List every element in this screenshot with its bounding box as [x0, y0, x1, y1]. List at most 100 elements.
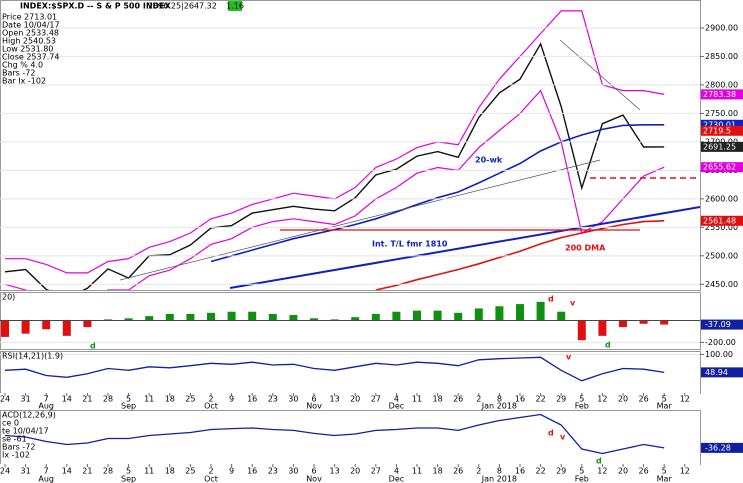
bar — [433, 310, 442, 321]
x-tick-label: 16 — [247, 467, 257, 476]
annotation: v — [560, 433, 566, 442]
x-tick-label: 11 — [144, 467, 154, 476]
price-label: 2691.25 — [703, 142, 736, 151]
x-tick-label: 30 — [288, 395, 298, 404]
x-tick-label: 20 — [618, 395, 628, 404]
bar — [371, 313, 380, 321]
x-tick-label: 27 — [371, 395, 381, 404]
y-tick-label: 2600.00 — [705, 194, 738, 203]
info-line: Open 2533.48 — [2, 29, 59, 38]
annotation: d — [548, 429, 554, 438]
bar — [577, 320, 586, 341]
month-label: Mar — [657, 475, 673, 483]
month-label: Aug — [38, 402, 54, 411]
header-badge-bg — [228, 1, 242, 11]
x-tick-label: 12 — [680, 395, 690, 404]
x-tick-label: 5 — [579, 395, 584, 404]
x-tick-label: 7 — [44, 467, 49, 476]
price-label-bg — [701, 215, 743, 226]
x-tick-label: 23 — [268, 467, 278, 476]
x-tick-label: 5 — [126, 467, 131, 476]
trend-line-thin — [119, 159, 601, 281]
date-axis-bg — [0, 464, 700, 483]
series-line — [210, 124, 665, 263]
bar — [83, 320, 92, 328]
y-tick-label: 2800.00 — [705, 80, 738, 89]
x-tick-label: 12 — [680, 467, 690, 476]
bar — [289, 315, 298, 321]
month-label: Nov — [306, 475, 322, 483]
bar — [62, 320, 71, 336]
x-tick-label: 16 — [515, 395, 525, 404]
x-tick-label: 20 — [350, 395, 360, 404]
price-label: 2730.01 — [703, 120, 736, 129]
month-label: Feb — [575, 475, 589, 483]
info-line: Low 2531.80 — [2, 45, 53, 54]
trend-line-thin — [559, 39, 641, 111]
x-tick-label: 24 — [0, 467, 10, 476]
bar — [1, 320, 9, 337]
month-label: Oct — [204, 475, 218, 483]
bar — [413, 310, 421, 321]
bar — [42, 320, 51, 330]
x-tick-label: 5 — [126, 395, 131, 404]
month-label: Mar — [657, 402, 673, 411]
price-label-bg — [701, 162, 743, 173]
annotation: d — [605, 341, 611, 350]
x-tick-label: 28 — [103, 395, 113, 404]
x-tick-label: 26 — [639, 395, 649, 404]
y-tick-label: 2750.00 — [705, 109, 738, 118]
panel — [4, 413, 665, 455]
x-tick-label: 7 — [44, 395, 49, 404]
x-tick-label: 11 — [412, 467, 422, 476]
x-tick-label: 18 — [165, 467, 175, 476]
x-tick-label: 29 — [556, 467, 566, 476]
month-label: Sep — [121, 475, 136, 483]
panel-title: 20) — [2, 293, 15, 302]
annotation: v — [566, 353, 572, 362]
info-line: Bars -72 — [2, 69, 35, 78]
header-badge: 1.16 — [226, 2, 244, 11]
bar — [207, 312, 215, 321]
x-tick-label: 9 — [229, 395, 234, 404]
x-tick-label: 8 — [497, 395, 502, 404]
y-tick-label: 2450.00 — [705, 280, 738, 289]
bar — [536, 301, 545, 321]
annotation: d — [90, 342, 96, 351]
bar — [145, 316, 154, 321]
x-tick-label: 11 — [144, 395, 154, 404]
annotation: Int. T/L fmr 1810 — [372, 240, 448, 249]
x-tick-label: 18 — [433, 395, 443, 404]
bar — [598, 320, 607, 336]
x-tick-label: 25 — [185, 395, 195, 404]
x-tick-label: 28 — [103, 467, 113, 476]
bar — [454, 312, 463, 321]
trend-line — [229, 206, 700, 289]
info-line: Bar Ix -102 — [2, 77, 46, 86]
x-tick-label: 25 — [185, 467, 195, 476]
month-label: Feb — [575, 402, 589, 411]
price-label-bg — [701, 89, 743, 100]
x-tick-label: 31 — [21, 467, 31, 476]
bar — [516, 304, 524, 321]
x-tick-label: 26 — [639, 467, 649, 476]
bar — [619, 320, 627, 328]
month-label: Jan 2018 — [481, 475, 517, 483]
y-tick-label: 2900.00 — [705, 23, 738, 32]
panel-title: RSI(14,21)(1.9) — [2, 352, 63, 361]
price-label: 2719.5 — [703, 126, 731, 135]
info-line: Price 2713.01 — [2, 13, 57, 22]
info-line: se -61 — [2, 435, 27, 444]
month-label: Aug — [38, 475, 54, 483]
x-tick-label: 6 — [311, 467, 316, 476]
x-tick-label: 9 — [229, 467, 234, 476]
y-tick-label: 2850.00 — [705, 52, 738, 61]
bar — [248, 311, 257, 321]
price-label: 2561.48 — [703, 216, 736, 225]
x-tick-label: 12 — [597, 395, 607, 404]
y-tick-label: -200.00 — [705, 338, 736, 347]
bar — [392, 311, 401, 321]
bar — [227, 311, 236, 321]
x-tick-label: 26 — [453, 467, 463, 476]
x-tick-label: 18 — [165, 395, 175, 404]
